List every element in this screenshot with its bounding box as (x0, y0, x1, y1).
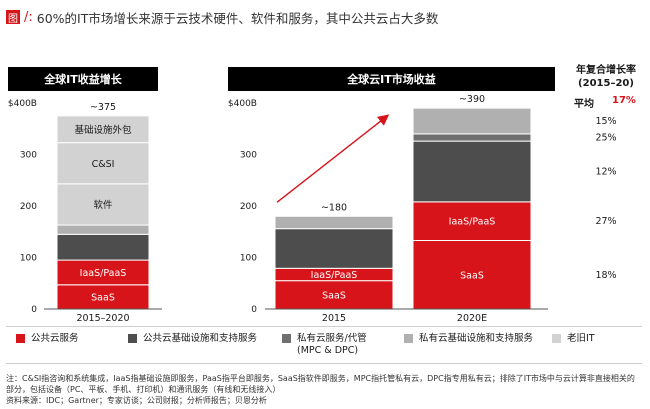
cagr-value: 25% (595, 133, 616, 144)
left-chart: 0 100 200 300 $400B SaaS IaaS/PaaS 软件 C&SI 基础设施外包… (8, 99, 162, 324)
y-tick-label: 200 (240, 202, 257, 212)
segment-label: SaaS (322, 290, 346, 301)
bar-segment (274, 228, 394, 269)
bar-segment (412, 240, 532, 310)
legend-item-legacy: 老旧IT (552, 333, 595, 345)
cagr-value: 15% (595, 116, 616, 127)
bar-segment (56, 142, 150, 185)
figure-separator: /: (24, 9, 33, 25)
x-tick-label: 2015–2020 (76, 313, 129, 324)
figure-icon: 图 (6, 10, 20, 25)
legend-swatch (128, 334, 137, 343)
cagr-average-value: 17% (612, 95, 636, 106)
figure-title: 60%的IT市场增长来源于云技术硬件、软件和服务，其中公共云占大多数 (36, 10, 439, 26)
segment-label: IaaS/PaaS (449, 217, 496, 228)
footnote-line: 资料来源：IDC；Gartner；专家访谈；公司财报；分析师报告；贝恩分析 (6, 396, 267, 405)
footnote-line: 部分，包括设备（PC、平板、手机、打印机）和通讯服务（有线和无线接入） (6, 385, 281, 394)
left-panel-header: 全球IT收益增长 (8, 67, 158, 91)
legend-item-public-infra: 公共云基础设施和支持服务 (128, 333, 257, 345)
segment-label: 基础设施外包 (74, 124, 132, 136)
legend-label: 私有云基础设施和支持服务 (419, 333, 534, 344)
legend-swatch (16, 334, 25, 343)
cagr-average-label: 平均 (574, 99, 594, 110)
cagr-value: 12% (595, 166, 616, 177)
y-tick-label: 0 (251, 305, 257, 315)
bar-segment (274, 280, 394, 310)
bar-segment (412, 201, 532, 242)
bar-segment (56, 233, 150, 261)
cagr-header-title: 年复合增长率 (576, 65, 636, 76)
right-chart: 0 100 200 300 $400B SaaS IaaS/PaaS ~180 2015 SaaS… (228, 94, 617, 324)
legend-label: 私有云服务/代管 (297, 333, 367, 344)
y-tick-label: 100 (240, 254, 257, 264)
y-tick-label: 300 (240, 151, 257, 161)
y-tick-label: 200 (20, 202, 37, 212)
growth-arrow (276, 114, 390, 203)
legend-label: 公共云服务 (31, 333, 79, 344)
y-tick-label: $400B (228, 99, 257, 109)
legend-item-private-infra: 私有云基础设施和支持服务 (404, 333, 533, 345)
legend-sublabel: (MPC & DPC) (297, 345, 359, 356)
footnote-line: 注：C&SI指咨询和系统集成，IaaS指基础设施即服务，PaaS指平台即服务，S… (6, 374, 635, 383)
x-tick-label: 2015 (322, 313, 346, 324)
y-tick-label: 300 (20, 151, 37, 161)
y-tick-label: 0 (31, 305, 37, 315)
legend-swatch (552, 334, 561, 343)
legend-swatch (282, 334, 291, 343)
bar-segment (56, 115, 150, 144)
segment-label: SaaS (91, 292, 115, 303)
segment-label: IaaS/PaaS (311, 270, 358, 281)
right-panel-header: 全球云IT市场收益 (228, 67, 555, 91)
total-label: ~180 (321, 202, 347, 213)
segment-label: IaaS/PaaS (80, 268, 127, 279)
bar-segment (56, 183, 150, 226)
total-label: ~390 (459, 94, 485, 105)
legend-label: 公共云基础设施和支持服务 (143, 333, 258, 344)
cagr-value: 18% (595, 270, 616, 281)
bar-segment (412, 107, 532, 135)
x-tick-label: 2020E (457, 313, 487, 324)
legend: 公共云服务 公共云基础设施和支持服务 私有云服务/代管 (MPC & DPC) … (6, 326, 642, 364)
y-tick-label: 100 (20, 254, 37, 264)
legend-label: 老旧IT (567, 333, 595, 344)
cagr-value: 27% (595, 216, 616, 227)
bar-segment (412, 140, 532, 203)
bar-segment (56, 284, 150, 310)
total-label: ~375 (90, 102, 116, 113)
segment-label: SaaS (460, 270, 484, 281)
footnotes: 注：C&SI指咨询和系统集成，IaaS指基础设施即服务，PaaS指平台即服务，S… (6, 373, 646, 406)
bar-segment (56, 224, 150, 235)
segment-label: C&SI (92, 159, 115, 170)
bar-segment (274, 215, 394, 230)
segment-label: 软件 (93, 199, 113, 211)
bar-segment (412, 133, 532, 142)
cagr-header: 年复合增长率 (2015–20) (567, 64, 645, 90)
legend-item-private-cloud: 私有云服务/代管 (MPC & DPC) (282, 333, 367, 357)
cagr-header-sub: (2015–20) (578, 78, 634, 89)
legend-swatch (404, 334, 413, 343)
legend-item-public-cloud: 公共云服务 (16, 333, 79, 345)
figure-title-bar: 图 /: 60%的IT市场增长来源于云技术硬件、软件和服务，其中公共云占大多数 (6, 6, 438, 28)
y-tick-label: $400B (8, 99, 37, 109)
chart-canvas: 0 100 200 300 $400B SaaS IaaS/PaaS 软件 C&SI 基础设施外包… (8, 94, 617, 324)
